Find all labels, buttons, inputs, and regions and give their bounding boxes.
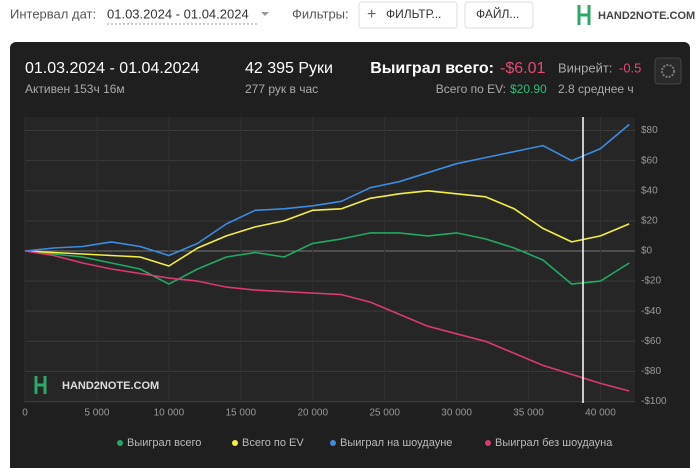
x-tick-label: 15 000 xyxy=(226,408,257,419)
x-tick-label: 20 000 xyxy=(297,408,328,419)
series-line xyxy=(24,232,630,285)
won-label: Выиграл всего: xyxy=(370,60,494,77)
watermark-icon xyxy=(34,376,47,394)
y-tick-label: -$60 xyxy=(641,336,661,347)
ev-label: Всего по EV: xyxy=(436,82,506,96)
x-tick-label: 35 000 xyxy=(513,408,544,419)
legend-label: Выиграл без шоудауна xyxy=(495,437,613,449)
legend-label: Всего по EV xyxy=(242,437,304,449)
x-tick-label: 10 000 xyxy=(154,408,185,419)
series-line xyxy=(24,123,630,257)
legend-swatch xyxy=(117,440,123,446)
date-label: Интервал дат: xyxy=(10,6,96,21)
filters-label: Фильтры: xyxy=(292,6,349,21)
filter-button[interactable] xyxy=(358,1,458,29)
x-tick-label: 25 000 xyxy=(369,408,400,419)
logo-text: HAND2NOTE.COM xyxy=(598,10,695,22)
series-line xyxy=(24,250,630,392)
y-tick-label: $0 xyxy=(641,246,653,257)
plot-area xyxy=(25,117,635,403)
legend-swatch xyxy=(485,440,491,446)
y-tick-label: -$40 xyxy=(641,306,661,317)
x-tick-label: 5 000 xyxy=(84,408,109,419)
settings-icon xyxy=(661,64,675,78)
legend-swatch xyxy=(330,440,336,446)
winrate-label: Винрейт: xyxy=(558,60,612,75)
y-tick-label: -$20 xyxy=(641,276,661,287)
series-line xyxy=(24,190,630,267)
average-clip: 2.8 среднее ч xyxy=(558,82,634,96)
stats-range: 01.03.2024 - 01.04.2024 xyxy=(25,60,199,77)
plot: -$100 -$80 -$60 -$40 -$20 $0 $20 $40 $60 $80 0 5 00… xyxy=(22,117,667,449)
legend-swatch xyxy=(232,440,238,446)
file-button-label: ФАЙЛ... xyxy=(476,6,519,21)
x-tick-label: 0 xyxy=(22,408,28,419)
stats-active: Активен 153ч 16м xyxy=(25,82,125,96)
logo-icon xyxy=(577,5,591,25)
average: 2.8 среднее ч xyxy=(558,82,634,96)
settings-button[interactable] xyxy=(654,57,682,85)
stats-hands: 42 395 Руки xyxy=(245,60,333,77)
y-tick-label: $40 xyxy=(641,185,658,196)
x-tick-label: 30 000 xyxy=(441,408,472,419)
date-dropdown[interactable]: 01.03.2024 - 01.04.2024 xyxy=(107,6,249,21)
plus-icon: + xyxy=(367,6,376,23)
y-tick-label: $80 xyxy=(641,125,658,136)
dropdown-arrow[interactable] xyxy=(261,12,269,16)
y-tick-label: -$80 xyxy=(641,366,661,377)
y-tick-label: $20 xyxy=(641,216,658,227)
winrate-value: -0.5 xyxy=(619,60,641,75)
x-tick-label: 40 000 xyxy=(585,408,616,419)
filter-button-label: ФИЛЬТР... xyxy=(386,7,441,21)
watermark: HAND2NOTE.COM xyxy=(62,380,159,392)
file-button[interactable] xyxy=(464,1,534,29)
ev-value: $20.90 xyxy=(510,82,547,96)
legend-label: Выиграл на шоудауне xyxy=(340,437,452,449)
y-tick-label: $60 xyxy=(641,155,658,166)
legend-label: Выиграл всего xyxy=(127,437,201,449)
stats-hands-per-hour: 277 рук в час xyxy=(245,82,318,96)
won-value: -$6.01 xyxy=(500,60,545,77)
y-tick-label: -$100 xyxy=(641,396,667,407)
